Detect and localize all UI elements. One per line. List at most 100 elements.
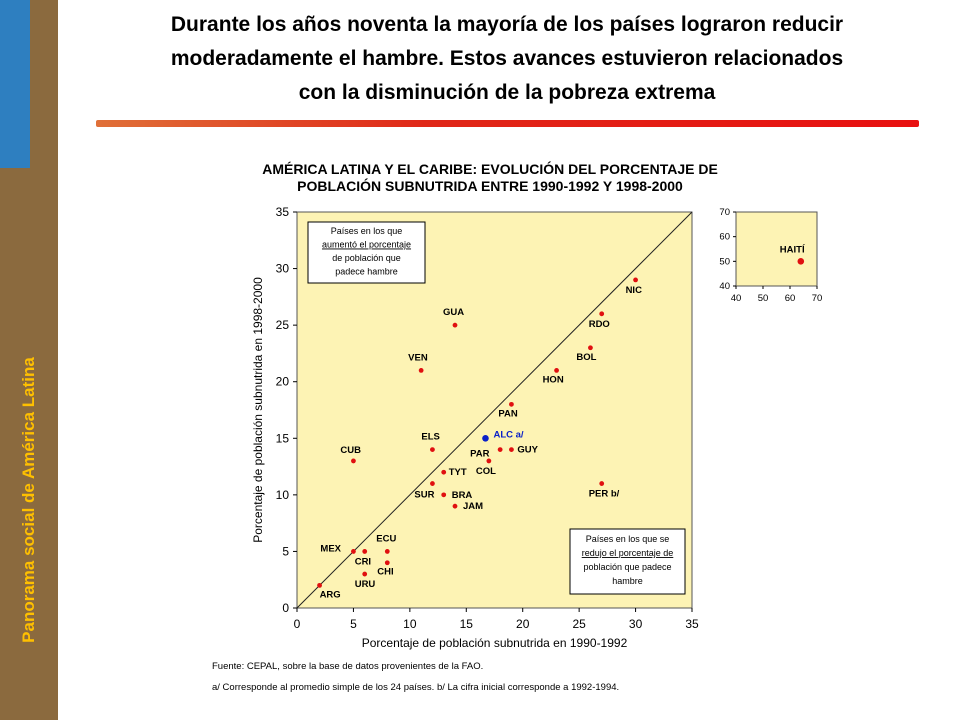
inset-x-tick-label: 60 [785,293,796,304]
point-label-rdo: RDO [589,319,610,330]
footnote: a/ Corresponde al promedio simple de los… [212,682,620,693]
y-tick-label: 0 [282,601,289,615]
y-axis-label: Porcentaje de población subnutrida en 19… [251,277,265,543]
y-tick-label: 20 [276,375,290,389]
x-tick-label: 10 [403,617,417,631]
annotation-lower-line-2: redujo el porcentaje de [582,548,674,558]
y-tick-label: 5 [282,544,289,558]
point-label-jam: JAM [463,501,483,512]
point-label-cub: CUB [340,445,361,456]
annotation-upper-line-1: Países en los que [331,226,403,236]
point-label-els: ELS [421,432,439,443]
point-label-bra: BRA [452,490,473,501]
point-guy [509,447,514,452]
point-label-ecu: ECU [376,533,396,544]
annotation-upper-line-3: de población que [332,253,401,263]
reference-diagonal-line [296,211,693,609]
y-tick-label: 15 [276,431,290,445]
inset-x-tick-label: 50 [758,293,769,304]
source-note: Fuente: CEPAL, sobre la base de datos pr… [212,661,484,672]
point-label-cri: CRI [355,556,371,567]
inset-y-tick-label: 70 [719,207,730,218]
point-rdo [599,311,605,317]
x-tick-label: 15 [460,617,474,631]
sidebar: Panorama social de América Latina [0,0,58,720]
point-label-mex: MEX [320,543,341,554]
y-tick-label: 25 [276,318,290,332]
point-bra [441,492,447,498]
x-tick-label: 20 [516,617,530,631]
point-nic [633,277,638,283]
point-label-gua: GUA [443,307,464,318]
chart-title: AMÉRICA LATINA Y EL CARIBE: EVOLUCIÓN DE… [190,161,790,195]
point-label-sur: SUR [414,490,434,501]
point-chi [384,560,390,566]
inset-point-haiti [797,258,805,265]
point-arg [317,582,322,588]
point-label-ven: VEN [408,352,428,363]
x-axis-label: Porcentaje de población subnutrida en 19… [362,636,628,650]
point-ven [418,368,424,373]
headline-rule [96,120,919,127]
headline-line-2: moderadamente el hambre. Estos avances e… [170,47,844,70]
point-mex [351,549,356,554]
inset-y-tick-label: 60 [719,232,730,243]
point-gua [452,322,458,328]
point-per-b [599,481,605,486]
y-tick-label: 10 [276,488,290,502]
point-els [430,447,435,452]
point-label-col: COL [476,466,496,477]
chart-title-line-1: AMÉRICA LATINA Y EL CARIBE: EVOLUCIÓN DE… [262,161,718,177]
point-par [497,447,503,452]
annotation-lower-line-1: Países en los que se [586,534,670,544]
point-cri [362,549,368,554]
annotation-upper: Países en los que aumentó el porcentaje … [307,221,426,284]
point-label-uru: URU [355,579,376,590]
annotation-lower-line-3: población que padece [583,562,671,572]
headline: Durante los años noventa la mayoría de l… [92,8,922,110]
x-tick-label: 25 [572,617,586,631]
point-label-nic: NIC [626,285,643,296]
point-sur [430,481,435,486]
inset-x-tick-label: 70 [812,293,823,304]
point-label-bol: BOL [576,352,596,363]
point-hon [554,368,559,373]
point-label-chi: CHI [377,567,393,578]
inset-x-tick-label: 40 [731,293,742,304]
point-uru [362,571,368,577]
chart-title-line-2: POBLACIÓN SUBNUTRIDA ENTRE 1990-1992 Y 1… [297,178,683,194]
x-tick-label: 30 [629,617,643,631]
headline-line-1: Durante los años noventa la mayoría de l… [170,13,844,36]
point-cub [351,458,356,464]
inset-y-tick-label: 50 [719,256,730,267]
annotation-upper-line-4: padece hambre [335,267,398,277]
y-tick-label: 35 [276,205,290,219]
x-tick-label: 35 [685,617,699,631]
point-bol [588,345,593,351]
annotation-lower-line-4: hambre [612,576,643,586]
headline-line-3: con la disminución de la pobreza extrema [298,81,716,104]
inset-plot-area [735,211,818,287]
x-tick-label: 5 [350,617,357,631]
point-col [486,458,492,464]
point-label-arg: ARG [320,589,341,600]
point-alc-a [482,434,489,442]
point-label-guy: GUY [517,445,538,456]
point-label-tyt: TYT [449,467,467,478]
point-ecu [384,549,390,554]
point-label-per-b: PER b/ [589,489,620,500]
sidebar-accent [0,0,30,168]
inset-y-tick-label: 40 [719,281,730,292]
inset-point-label-haiti: HAITÍ [780,244,805,255]
annotation-upper-line-2: aumentó el porcentaje [322,240,411,250]
x-tick-label: 0 [294,617,301,631]
y-tick-label: 30 [276,262,290,276]
point-jam [452,503,458,509]
point-label-par: PAR [470,449,489,460]
annotation-lower: Países en los que se redujo el porcentaj… [569,528,686,595]
point-label-pan: PAN [498,408,517,419]
point-label-hon: HON [543,374,564,385]
point-tyt [441,469,447,475]
point-label-alc-a: ALC a/ [493,429,523,440]
